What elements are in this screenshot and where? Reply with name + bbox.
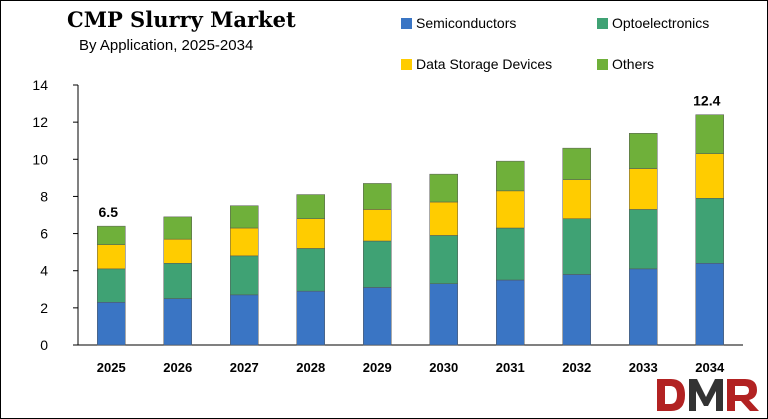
legend-label: Optoelectronics [612, 15, 710, 31]
bar-segment-semiconductors-2032 [562, 274, 591, 346]
bar-segment-optoelectronics-2030 [429, 235, 458, 284]
x-tick-label-2031: 2031 [496, 360, 525, 375]
legend-swatch-optoelectronics [597, 17, 608, 29]
legend-item-data-storage-devices: Data Storage Devices [401, 56, 552, 72]
bar-segment-optoelectronics-2028 [296, 248, 325, 292]
x-tick-label-2026: 2026 [163, 360, 192, 375]
bar-segment-others-2025 [97, 225, 126, 245]
x-tick-label-2027: 2027 [230, 360, 259, 375]
bar-segment-semiconductors-2030 [429, 283, 458, 346]
bar-segment-semiconductors-2027 [230, 294, 259, 346]
bar-segment-optoelectronics-2029 [363, 240, 392, 288]
bar-segment-semiconductors-2028 [296, 290, 325, 346]
legend-item-others: Others [597, 56, 654, 72]
x-tick-label-2025: 2025 [97, 360, 126, 375]
chart-title: CMP Slurry Market [67, 7, 296, 32]
bar-segment-others-2031 [496, 160, 525, 192]
x-tick-label-2032: 2032 [562, 360, 591, 375]
bar-segment-others-2026 [163, 216, 192, 240]
bar-segment-data-storage-devices-2025 [97, 244, 126, 270]
bar-segment-data-storage-devices-2033 [629, 168, 658, 210]
bar-segment-others-2032 [562, 147, 591, 180]
bar-segment-data-storage-devices-2031 [496, 190, 525, 229]
x-tick-label-2033: 2033 [629, 360, 658, 375]
y-tick-label: 8 [40, 188, 48, 204]
legend-item-optoelectronics: Optoelectronics [597, 15, 709, 31]
bar-segment-others-2034 [695, 114, 724, 154]
bar-segment-data-storage-devices-2034 [695, 153, 724, 199]
y-tick-label: 4 [40, 263, 48, 279]
x-tick-label-2028: 2028 [296, 360, 325, 375]
bar-segment-others-2028 [296, 194, 325, 219]
data-label-2025: 6.5 [99, 204, 119, 220]
bar-segment-semiconductors-2033 [629, 268, 658, 346]
bar-segment-optoelectronics-2031 [496, 227, 525, 281]
y-tick-label: 10 [32, 151, 48, 167]
legend-swatch-data-storage-devices [401, 58, 412, 70]
bar-segment-optoelectronics-2025 [97, 268, 126, 303]
y-tick-label: 12 [32, 114, 48, 130]
y-tick-label: 0 [40, 337, 48, 353]
dmr-logo [657, 379, 759, 411]
bar-segment-semiconductors-2031 [496, 279, 525, 346]
y-tick-label: 6 [40, 226, 48, 242]
chart-subtitle: By Application, 2025-2034 [79, 37, 254, 54]
bar-segment-optoelectronics-2032 [562, 218, 591, 275]
legend-item-semiconductors: Semiconductors [401, 15, 516, 31]
x-tick-label-2030: 2030 [429, 360, 458, 375]
bar-segment-optoelectronics-2027 [230, 255, 259, 296]
bar-segment-optoelectronics-2033 [629, 209, 658, 270]
bar-segment-semiconductors-2034 [695, 263, 724, 346]
bar-segment-data-storage-devices-2030 [429, 201, 458, 236]
legend-label: Semiconductors [416, 15, 517, 31]
bar-segment-others-2029 [363, 183, 392, 210]
bar-segment-data-storage-devices-2032 [562, 179, 591, 219]
bar-segment-others-2033 [629, 133, 658, 169]
bar-segment-optoelectronics-2026 [163, 263, 192, 299]
data-label-2034: 12.4 [693, 93, 720, 109]
y-tick-label: 2 [40, 300, 48, 316]
bar-segment-others-2030 [429, 173, 458, 203]
legend-label: Data Storage Devices [416, 56, 553, 72]
bar-segment-semiconductors-2025 [97, 302, 126, 346]
bar-segment-semiconductors-2026 [163, 298, 192, 346]
legend-swatch-semiconductors [401, 17, 412, 29]
x-tick-label-2029: 2029 [363, 360, 392, 375]
legend-label: Others [612, 56, 655, 72]
bar-segment-data-storage-devices-2026 [163, 238, 192, 264]
y-tick-label: 14 [32, 77, 48, 93]
bar-segment-others-2027 [230, 205, 259, 229]
x-tick-label-2034: 2034 [695, 360, 725, 375]
bar-segment-semiconductors-2029 [363, 287, 392, 346]
bar-segment-data-storage-devices-2029 [363, 209, 392, 242]
legend-swatch-others [597, 58, 608, 70]
bar-segment-data-storage-devices-2027 [230, 227, 259, 257]
bar-segment-data-storage-devices-2028 [296, 218, 325, 249]
bar-segment-optoelectronics-2034 [695, 198, 724, 264]
